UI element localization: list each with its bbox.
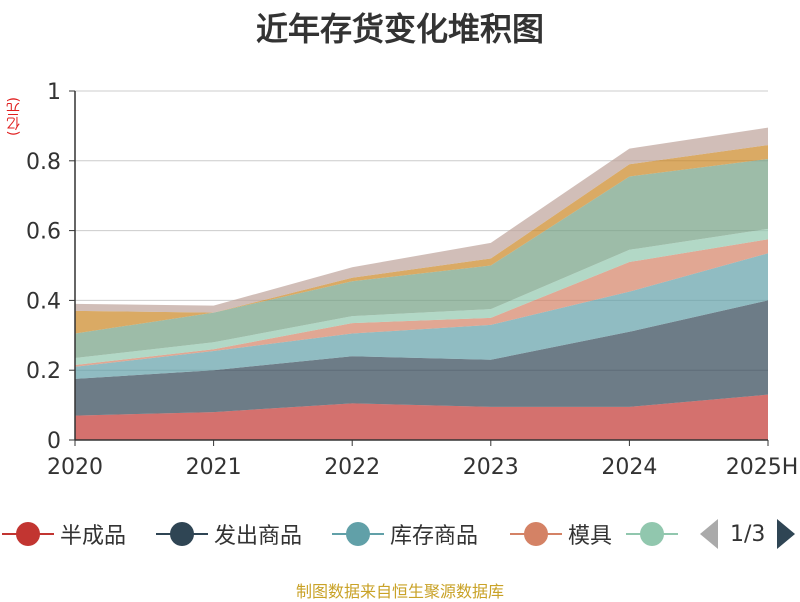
area-series-8 (75, 127, 768, 313)
legend-label: 模具 (568, 524, 613, 549)
legend-dot (524, 522, 548, 546)
x-tick-label: 2025H (726, 455, 799, 480)
y-tick-label: 0.2 (26, 359, 61, 384)
axes (69, 90, 769, 446)
legend-dot (346, 522, 370, 546)
legend-marker-icon (510, 522, 562, 546)
y-tick-label: 0.6 (26, 220, 61, 245)
area-series-7 (75, 145, 768, 334)
x-tick-label: 2022 (324, 455, 380, 480)
chart-title: 近年存货变化堆积图 (255, 10, 544, 48)
y-tick-label: 0.4 (26, 289, 61, 314)
x-tick-label: 2024 (601, 455, 657, 480)
area-series-1 (75, 394, 768, 440)
x-tick-label: 2020 (47, 455, 103, 480)
legend-label: 库存商品 (390, 524, 479, 549)
legend-pager: 1/3 (700, 514, 796, 554)
area-series-4 (75, 239, 768, 367)
legend-marker-icon (626, 522, 678, 546)
legend-item-semi-finished[interactable]: 半成品 (2, 514, 126, 554)
stacked-area-chart: 0 0.2 0.4 0.6 0.8 1 2020 2021 2022 2023 2024 2025H (26, 80, 798, 480)
legend-page-indicator: 1/3 (730, 521, 766, 547)
chevron-right-icon[interactable] (777, 519, 796, 549)
y-tick-label: 0 (47, 429, 61, 454)
area-series-6 (75, 159, 768, 358)
legend-marker-icon (332, 522, 384, 546)
legend-marker-icon (156, 522, 208, 546)
legend-label: 半成品 (60, 524, 127, 549)
x-tick-label: 2023 (463, 455, 519, 480)
tick-labels: 0 0.2 0.4 0.6 0.8 1 2020 2021 2022 2023 2024 2025H (26, 80, 798, 480)
legend-dot (170, 522, 194, 546)
legend-dot (16, 522, 40, 546)
area-series (75, 127, 768, 440)
area-series-3 (75, 253, 768, 379)
legend-dot (640, 522, 664, 546)
area-series-5 (75, 228, 768, 365)
legend: 半成品 发出商品 库存商品 模具 1/3 (0, 514, 800, 554)
legend-item-inventory-goods[interactable]: 库存商品 (332, 514, 478, 554)
legend-label: 发出商品 (214, 524, 303, 549)
legend-item-5[interactable] (626, 514, 678, 554)
legend-item-molds[interactable]: 模具 (510, 514, 612, 554)
data-source-note: 制图数据来自恒生聚源数据库 (295, 582, 504, 601)
legend-item-goods-shipped[interactable]: 发出商品 (156, 514, 302, 554)
x-tick-label: 2021 (186, 455, 242, 480)
chevron-left-icon[interactable] (700, 519, 718, 549)
area-series-2 (75, 300, 768, 416)
legend-marker-icon (2, 522, 54, 546)
y-tick-label: 0.8 (26, 150, 61, 175)
y-tick-label: 1 (47, 80, 61, 105)
